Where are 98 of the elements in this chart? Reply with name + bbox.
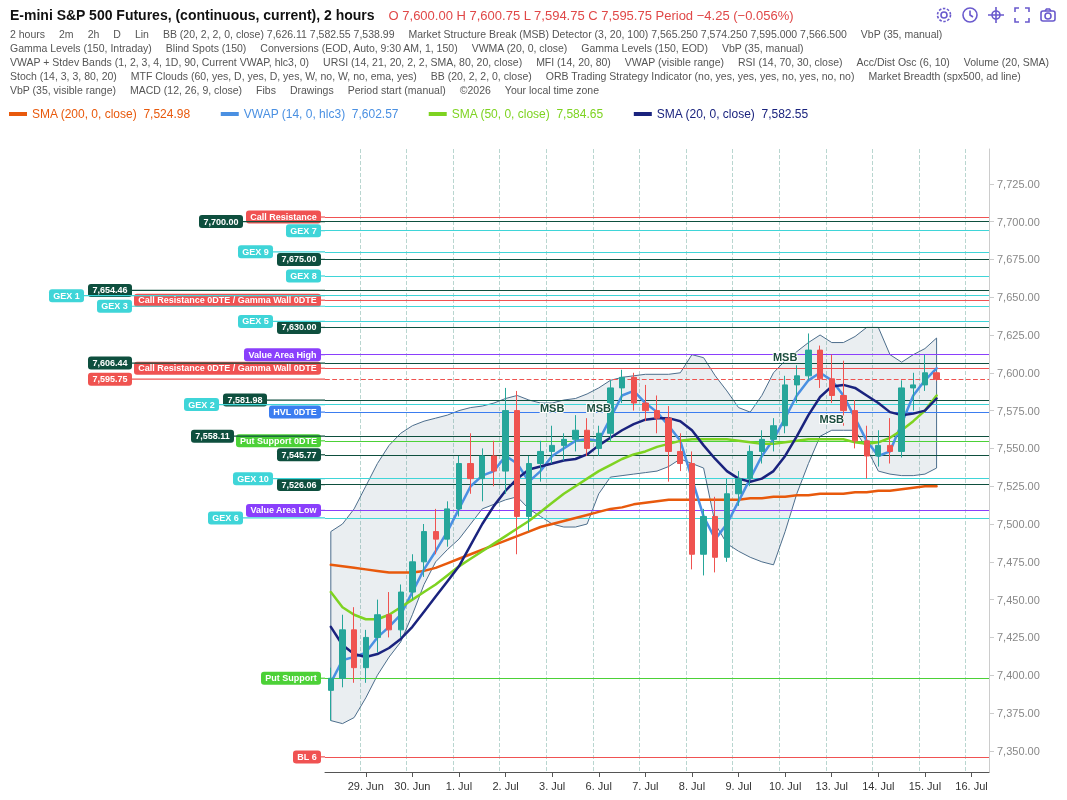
text: VWAP (visible range) <box>624 56 725 69</box>
ref-line-label: GEX 7 <box>290 225 317 236</box>
y-tick-label: 7,375.00 <box>997 707 1040 720</box>
ref-line-label: GEX 3 <box>101 301 128 312</box>
x-tick-label: 3. Jul <box>539 779 566 792</box>
text: Gamma Levels (150, EOD) <box>581 42 708 55</box>
ref-line-label: GEX 5 <box>242 316 269 327</box>
text: SMA (200, 0, close) 7,524.98 <box>32 107 191 121</box>
x-tick-label: 10. Jul <box>768 779 802 792</box>
text: Fibs <box>256 84 276 97</box>
text: VWMA (20, 0, close) <box>471 42 568 55</box>
text: VWAP (14, 0, hlc3) 7,602.57 <box>243 107 399 121</box>
y-tick-label: 7,625.00 <box>997 328 1040 341</box>
ref-line-label: 7,654.46 <box>92 285 128 296</box>
chart-subtitle: O 7,600.00 H 7,600.75 L 7,594.75 C 7,595.75 Period −4.25 (−0.056%) <box>388 7 794 23</box>
text: E-mini S&P 500 Futures, (continuous, current), 2 hours <box>10 7 375 23</box>
x-tick-label: 6. Jul <box>585 779 612 792</box>
text: Market Breadth (spx500, ad line) <box>868 70 1021 83</box>
y-tick-label: 7,700.00 <box>997 215 1040 228</box>
x-tick-label: 16. Jul <box>955 779 988 792</box>
text: VWAP + Stdev Bands (1, 2, 3, 4, 1D, 90, Current VWAP, hlc3, 0) <box>10 56 310 69</box>
y-tick-label: 7,350.00 <box>997 744 1040 757</box>
x-tick-label: 8. Jul <box>678 779 706 792</box>
ref-line-label: Call Resistance 0DTE / Gamma Wall 0DTE <box>138 295 317 306</box>
ref-line-label: Value Area High <box>248 349 317 360</box>
ref-line-label: Call Resistance <box>250 212 317 223</box>
text: BB (20, 2, 2, 0, close) <box>430 70 532 83</box>
x-tick-label: 29. Jun <box>347 779 384 792</box>
x-tick-label: 7. Jul <box>632 779 659 792</box>
ref-line-label: Call Resistance 0DTE / Gamma Wall 0DTE <box>138 363 317 374</box>
text: Period start (manual) <box>347 84 446 97</box>
x-tick-label: 1. Jul <box>445 779 473 792</box>
text: Gamma Levels (150, Intraday) <box>10 42 152 55</box>
x-tick-label: 13. Jul <box>815 779 848 792</box>
y-tick-label: 7,650.00 <box>997 291 1040 304</box>
text: Drawings <box>289 84 334 97</box>
y-tick-label: 7,550.00 <box>997 442 1040 455</box>
ref-line-label: BL 6 <box>297 751 317 762</box>
text: Market Structure Break (MSB) Detector (3, 20, 100) 7,565.250 7,574.250 7,595.000 7,566.500 <box>408 28 847 41</box>
y-tick-label: 7,400.00 <box>997 669 1040 682</box>
y-tick-label: 7,525.00 <box>997 480 1040 493</box>
ref-line-label: GEX 9 <box>242 246 269 257</box>
y-tick-label: 7,725.00 <box>997 177 1040 190</box>
text: MFI (14, 20, 80) <box>536 56 611 69</box>
x-tick-label: 9. Jul <box>725 779 752 792</box>
ref-line-label: Put Support <box>265 673 317 684</box>
y-tick-label: 7,600.00 <box>997 366 1040 379</box>
ref-line-label: 7,675.00 <box>281 254 317 265</box>
y-tick-label: 7,575.00 <box>997 404 1040 417</box>
text: 2h <box>87 28 100 41</box>
text: VbP (35, manual) <box>721 42 804 55</box>
ref-line-label: 7,606.44 <box>92 358 128 369</box>
ref-line-label: GEX 8 <box>290 271 317 282</box>
text: Conversions (EOD, Auto, 9:30 AM, 1, 150) <box>260 42 458 55</box>
text: Volume (20, SMA) <box>963 56 1050 69</box>
ref-line-label: 7,558.11 <box>195 431 230 442</box>
x-tick-label: 14. Jul <box>862 779 895 792</box>
ref-line-label: 7,630.00 <box>281 322 317 333</box>
ref-line-label: 7,526.06 <box>281 479 317 490</box>
ref-line-label: 7,595.75 <box>92 374 128 385</box>
text: RSI (14, 70, 30, close) <box>738 56 843 69</box>
text: Acc/Dist Osc (6, 10) <box>856 56 950 69</box>
ref-line-label: GEX 10 <box>237 473 269 484</box>
x-tick-label: 2. Jul <box>492 779 519 792</box>
y-tick-label: 7,500.00 <box>997 518 1040 531</box>
ref-line-label: Value Area Low <box>250 505 318 516</box>
text: Blind Spots (150) <box>165 42 247 55</box>
annotation: MSB <box>539 402 565 415</box>
text: Stoch (14, 3, 3, 80, 20) <box>10 70 117 83</box>
text: MTF Clouds (60, yes, D, yes, D, yes, W, no, W, no, ema, yes) <box>130 70 417 83</box>
y-tick-label: 7,425.00 <box>997 631 1040 644</box>
text: Lin <box>134 28 149 41</box>
y-tick-label: 7,475.00 <box>997 555 1040 568</box>
text: MACD (12, 26, 9, close) <box>130 84 243 97</box>
ref-line-label: GEX 2 <box>188 399 215 410</box>
ref-line-label: 7,700.00 <box>203 216 239 227</box>
text: BB (20, 2, 2, 0, close) 7,626.11 7,582.55 7,538.99 <box>162 28 395 41</box>
ref-line-label: GEX 6 <box>212 512 239 523</box>
text: URSI (14, 21, 20, 2, 2, SMA, 80, 20, close) <box>323 56 523 69</box>
text: 2 hours <box>10 28 46 41</box>
text: ©2026 <box>459 84 491 97</box>
y-tick-label: 7,450.00 <box>997 593 1040 606</box>
y-tick-label: 7,675.00 <box>997 253 1040 266</box>
ref-line-label: 7,545.77 <box>281 449 317 460</box>
ref-line-label: Put Support 0DTE <box>240 435 317 446</box>
text: D <box>113 28 121 41</box>
text: 2m <box>59 28 74 41</box>
text: ORB Trading Strategy Indicator (no, yes, yes, yes, no, yes, no, no) <box>545 70 855 83</box>
text: Your local time zone <box>504 84 600 97</box>
ref-line-label: GEX 1 <box>53 290 80 301</box>
text: VbP (35, visible range) <box>10 84 117 97</box>
ref-line-label: HVL 0DTE <box>273 407 317 418</box>
ref-line-label: 7,581.98 <box>227 395 263 406</box>
text: VbP (35, manual) <box>860 28 943 41</box>
text: SMA (50, 0, close) 7,584.65 <box>451 107 604 121</box>
text: SMA (20, 0, close) 7,582.55 <box>656 107 809 121</box>
x-tick-label: 15. Jul <box>908 779 942 792</box>
x-tick-label: 30. Jun <box>394 779 431 792</box>
